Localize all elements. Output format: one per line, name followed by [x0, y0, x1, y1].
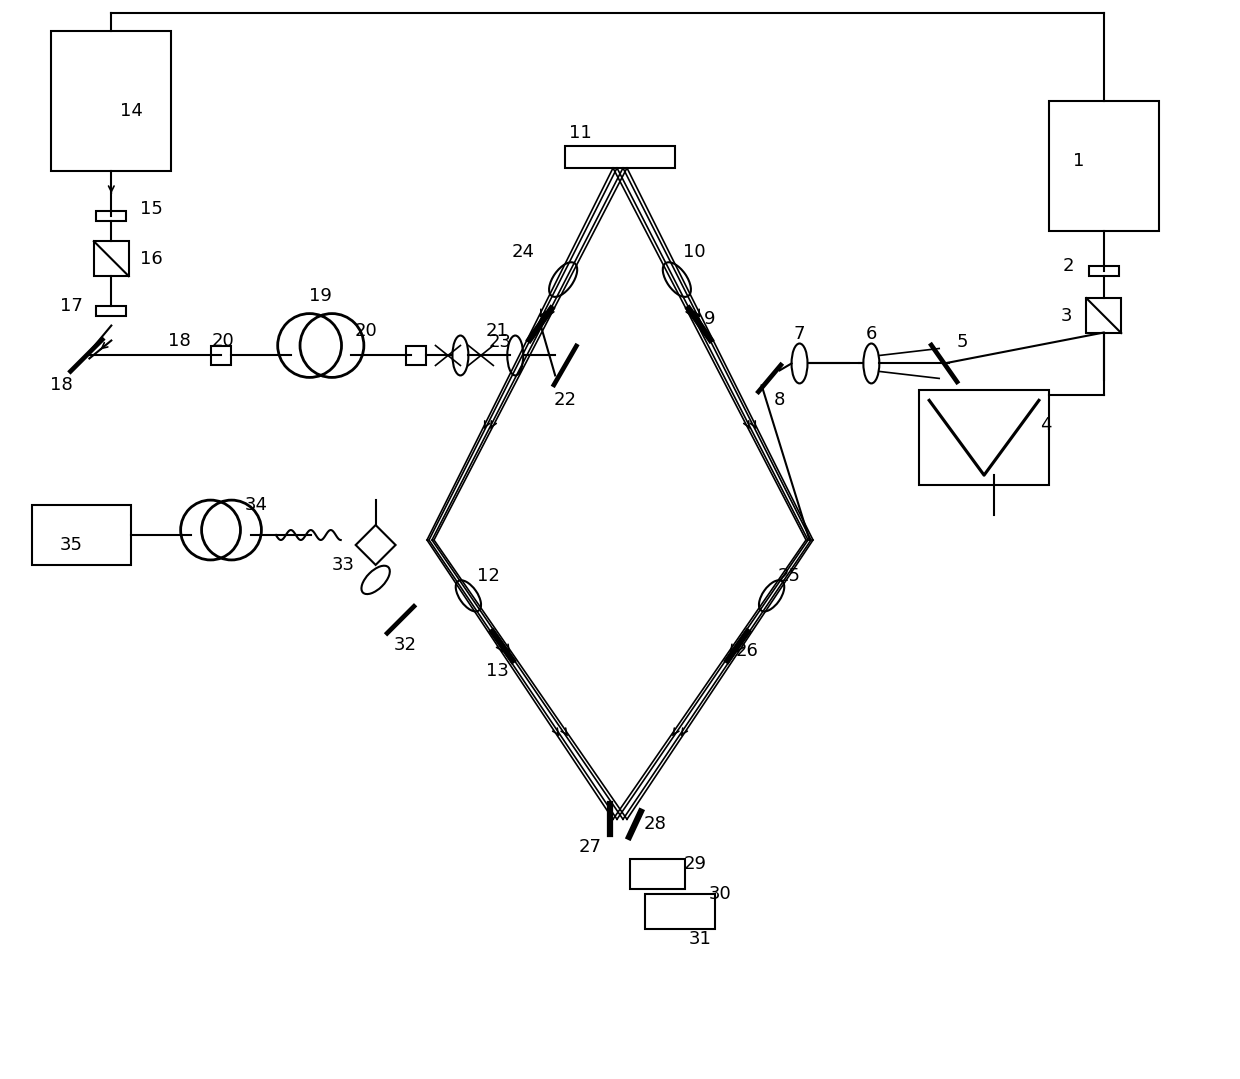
Text: 20: 20 [355, 322, 377, 340]
Text: 18: 18 [50, 377, 73, 395]
Text: 20: 20 [212, 331, 234, 350]
Text: 32: 32 [394, 636, 417, 654]
Ellipse shape [863, 343, 879, 383]
Bar [97, 210, 126, 221]
Text: 10: 10 [683, 243, 706, 261]
Text: 23: 23 [489, 333, 512, 351]
Text: 22: 22 [553, 392, 577, 409]
Text: 16: 16 [140, 249, 162, 268]
Text: 29: 29 [683, 856, 707, 873]
Bar [52, 31, 171, 170]
Text: 25: 25 [777, 566, 801, 585]
Text: 31: 31 [688, 930, 712, 948]
Bar [97, 305, 126, 315]
Ellipse shape [456, 581, 481, 612]
Text: 21: 21 [486, 322, 508, 340]
Bar [211, 345, 231, 366]
Bar [94, 242, 129, 276]
Bar [919, 391, 1049, 486]
Text: 1: 1 [1073, 152, 1085, 170]
Ellipse shape [453, 336, 469, 375]
Text: 8: 8 [774, 392, 785, 409]
Bar [565, 146, 675, 168]
Text: 27: 27 [579, 838, 601, 857]
Text: 3: 3 [1061, 306, 1073, 325]
Bar [31, 505, 131, 565]
Text: 7: 7 [794, 325, 805, 342]
Text: 17: 17 [60, 297, 83, 315]
Text: 13: 13 [486, 663, 508, 680]
Text: 5: 5 [956, 332, 968, 351]
Text: 11: 11 [569, 124, 591, 142]
Ellipse shape [759, 581, 784, 612]
Bar [405, 345, 425, 366]
Text: 14: 14 [120, 103, 143, 120]
Ellipse shape [549, 262, 577, 297]
Ellipse shape [507, 336, 523, 375]
Text: 15: 15 [140, 200, 162, 218]
Text: 2: 2 [1063, 257, 1075, 275]
Ellipse shape [361, 565, 389, 595]
Bar [1086, 298, 1121, 333]
Bar [1089, 265, 1118, 275]
Text: 12: 12 [477, 566, 500, 585]
Text: 33: 33 [331, 556, 355, 574]
Text: 35: 35 [60, 536, 83, 554]
Bar [1049, 101, 1158, 231]
Bar [630, 859, 684, 889]
Ellipse shape [791, 343, 807, 383]
Text: 28: 28 [644, 816, 666, 833]
Text: 9: 9 [704, 311, 715, 328]
Ellipse shape [663, 262, 691, 297]
Text: 19: 19 [309, 287, 332, 304]
Text: 4: 4 [1040, 416, 1052, 434]
Text: 24: 24 [512, 243, 534, 261]
Text: 6: 6 [866, 325, 877, 342]
Bar [645, 894, 714, 929]
Text: 18: 18 [167, 331, 191, 350]
Text: 34: 34 [244, 496, 268, 514]
Text: 30: 30 [708, 885, 732, 903]
Text: 26: 26 [737, 642, 759, 660]
